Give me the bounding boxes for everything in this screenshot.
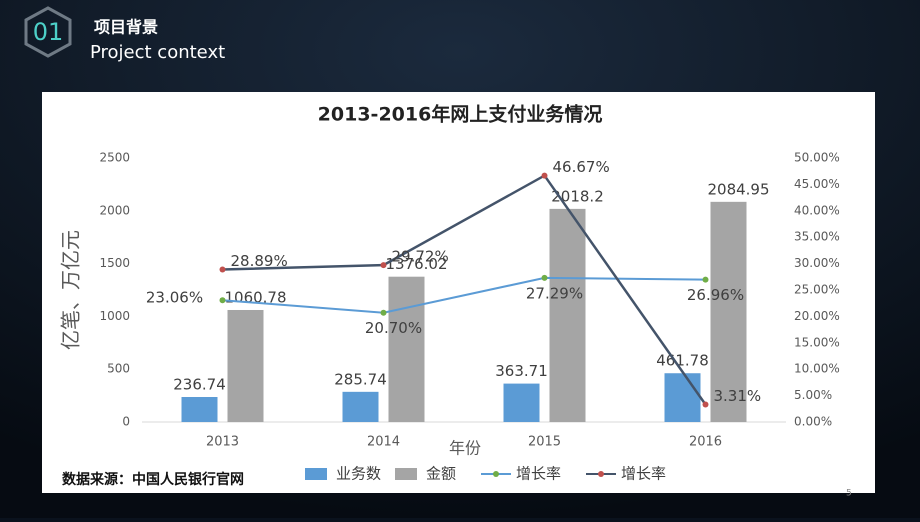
line-marker xyxy=(541,172,548,179)
bar xyxy=(227,309,264,422)
x-tick-label: 2014 xyxy=(367,435,400,450)
header-badge xyxy=(24,6,72,58)
y2-tick-label: 30.00% xyxy=(794,256,840,270)
bar-value-label: 2084.95 xyxy=(707,180,769,198)
line-value-label: 28.89% xyxy=(231,252,288,270)
legend-swatch xyxy=(395,468,417,480)
header-subtitle: Project context xyxy=(90,42,225,63)
line-marker xyxy=(219,297,226,304)
line-value-label: 26.96% xyxy=(687,286,744,304)
bar-value-label: 236.74 xyxy=(173,376,226,394)
line-marker xyxy=(702,401,709,408)
y2-tick-label: 40.00% xyxy=(794,203,840,217)
bar xyxy=(388,276,425,422)
x-tick-label: 2016 xyxy=(689,435,722,450)
y-tick-label: 1000 xyxy=(99,309,130,323)
legend-marker xyxy=(598,471,604,477)
source-note: 数据来源：中国人民银行官网 xyxy=(62,471,244,488)
legend-label: 金额 xyxy=(426,465,456,483)
y-tick-label: 2500 xyxy=(99,151,130,165)
legend-marker xyxy=(493,471,499,477)
y2-tick-label: 35.00% xyxy=(794,230,840,244)
y-tick-label: 0 xyxy=(122,415,130,429)
bar xyxy=(181,397,218,422)
line-marker xyxy=(219,266,226,273)
line-value-label: 3.31% xyxy=(714,387,762,405)
bar-value-label: 1376.02 xyxy=(385,255,447,273)
bar-value-label: 363.71 xyxy=(495,362,548,380)
bar xyxy=(664,373,701,422)
header-number: 01 xyxy=(33,18,64,46)
y-tick-label: 2000 xyxy=(99,203,130,217)
x-axis-label: 年份 xyxy=(449,439,481,458)
y2-tick-label: 20.00% xyxy=(794,309,840,323)
bar xyxy=(342,391,379,422)
y2-tick-label: 15.00% xyxy=(794,335,840,349)
page-number: 5 xyxy=(846,489,852,499)
legend-label: 增长率 xyxy=(516,465,561,483)
legend-label: 增长率 xyxy=(621,465,666,483)
chart-title: 2013-2016年网上支付业务情况 xyxy=(318,103,603,126)
line-marker xyxy=(702,276,709,283)
y-tick-label: 1500 xyxy=(99,256,130,270)
y2-tick-label: 50.00% xyxy=(794,151,840,165)
bar-value-label: 2018.2 xyxy=(551,187,604,205)
line-value-label: 46.67% xyxy=(553,158,610,176)
line-marker xyxy=(380,309,387,316)
line-marker xyxy=(541,274,548,281)
y2-tick-label: 0.00% xyxy=(794,415,832,429)
x-tick-label: 2015 xyxy=(528,435,561,450)
y2-tick-label: 25.00% xyxy=(794,283,840,297)
legend-label: 业务数 xyxy=(336,465,381,483)
line xyxy=(222,276,706,314)
line-value-label: 20.70% xyxy=(365,319,422,337)
line-value-label: 29.72% xyxy=(392,248,449,266)
y2-tick-label: 45.00% xyxy=(794,177,840,191)
y-axis-label: 亿笔、万亿元 xyxy=(59,230,83,350)
line-value-label: 27.29% xyxy=(526,284,583,302)
header-title: 项目背景 xyxy=(94,18,158,37)
bar xyxy=(710,201,747,422)
line-marker xyxy=(380,262,387,269)
line xyxy=(222,173,707,406)
x-tick-label: 2013 xyxy=(206,435,239,450)
y2-tick-label: 10.00% xyxy=(794,362,840,376)
bar-value-label: 285.74 xyxy=(334,370,387,388)
y-tick-label: 500 xyxy=(107,362,130,376)
legend-swatch xyxy=(305,468,327,480)
y2-tick-label: 5.00% xyxy=(794,388,832,402)
bar-value-label: 461.78 xyxy=(656,352,709,370)
bar xyxy=(549,208,586,422)
line-value-label: 23.06% xyxy=(146,289,203,307)
bar xyxy=(503,383,540,422)
